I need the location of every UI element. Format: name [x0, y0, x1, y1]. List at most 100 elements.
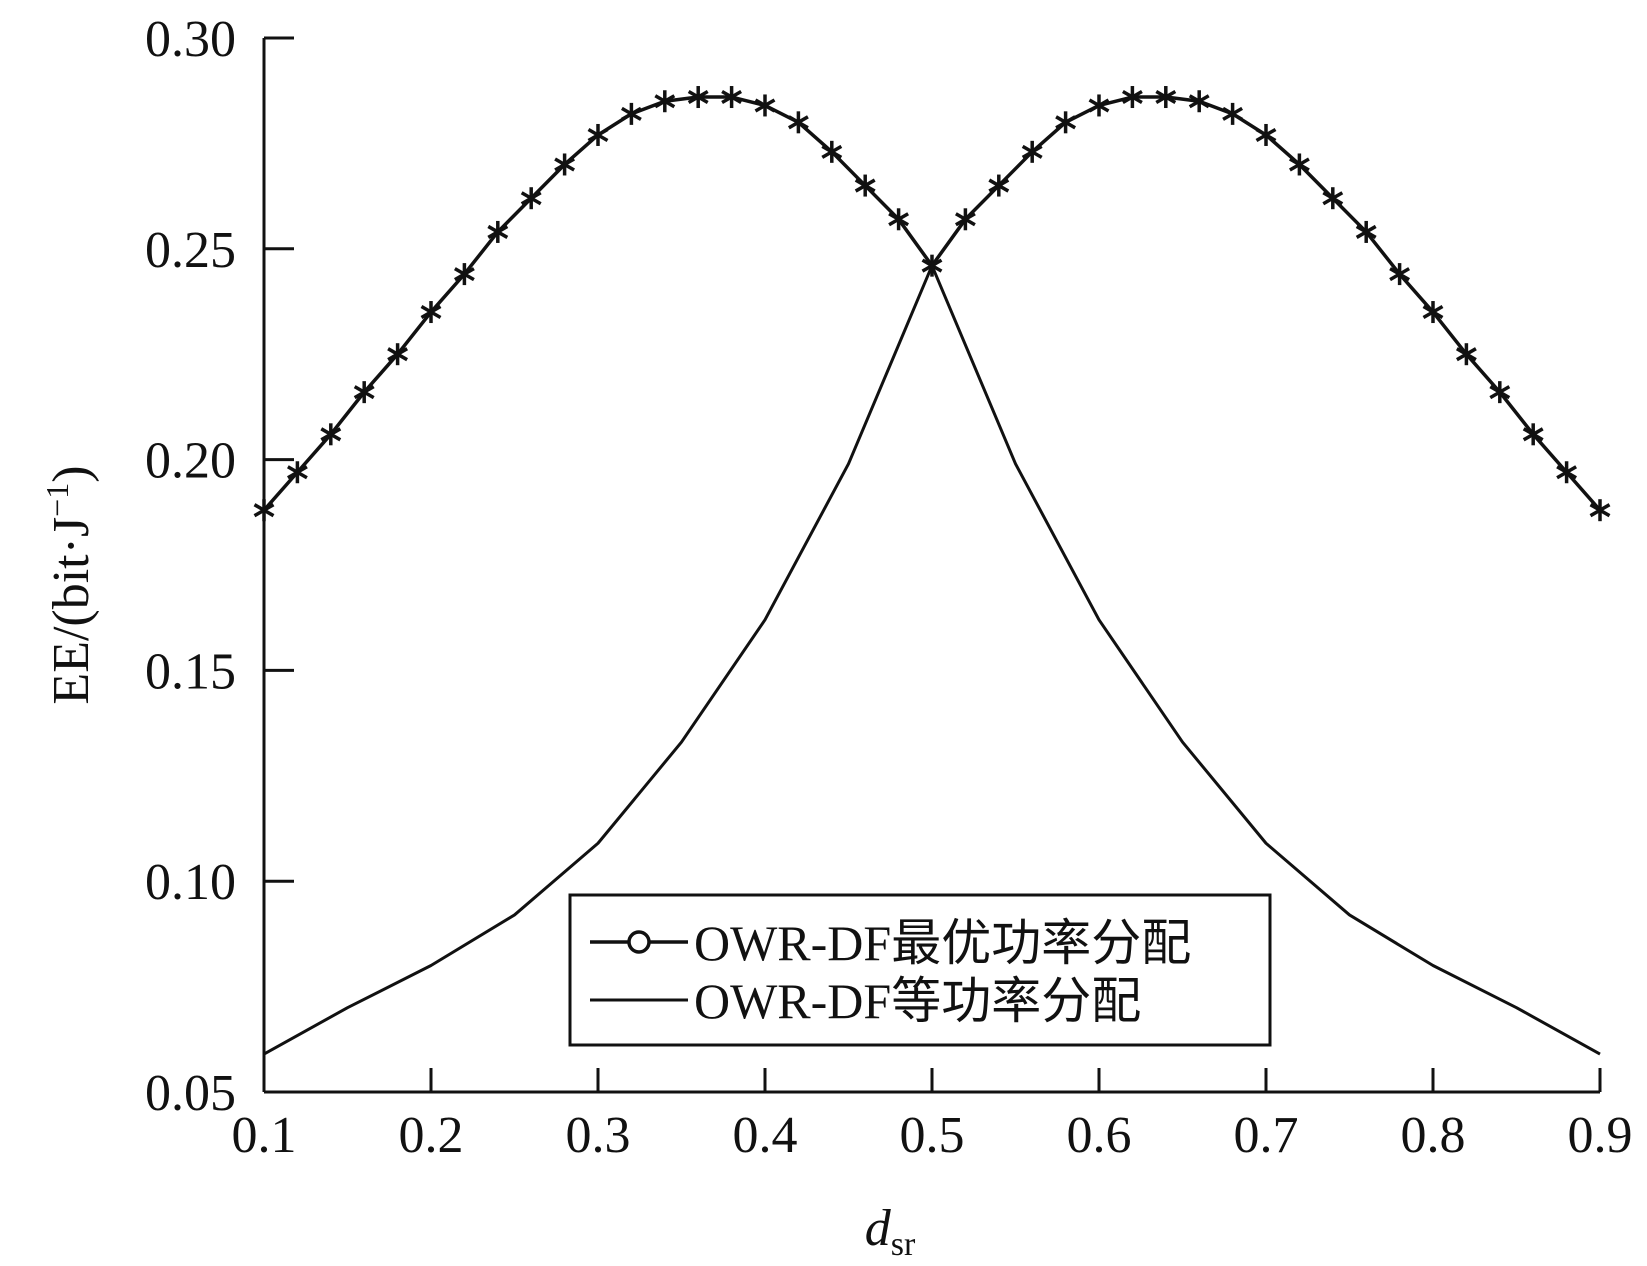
asterisk-stroke — [253, 503, 275, 518]
data-point — [988, 174, 1010, 197]
asterisk-stroke — [453, 267, 475, 282]
x-axis-label: dsr — [865, 1200, 916, 1261]
data-point — [1121, 86, 1143, 109]
data-point — [620, 102, 642, 125]
data-point — [1188, 90, 1210, 113]
legend-label-optimal: OWR-DF最优功率分配 — [694, 915, 1191, 971]
asterisk-stroke — [654, 94, 676, 109]
legend-label-equal: OWR-DF等功率分配 — [694, 973, 1141, 1029]
data-point — [821, 140, 843, 163]
asterisk-stroke — [1422, 305, 1444, 320]
asterisk-stroke — [1121, 90, 1143, 105]
data-point — [253, 499, 275, 522]
data-point — [387, 343, 409, 366]
data-point — [787, 111, 809, 134]
asterisk-stroke — [1489, 385, 1511, 400]
x-tick-label: 0.3 — [566, 1107, 631, 1164]
data-point — [654, 90, 676, 113]
data-point — [1222, 102, 1244, 125]
data-point — [1288, 153, 1310, 176]
y-axis-label-superscript: −1 — [39, 483, 75, 517]
y-axis-label-main: EE/(bit·J — [43, 517, 100, 705]
asterisk-stroke — [1288, 157, 1310, 172]
data-point — [1322, 187, 1344, 210]
asterisk-stroke — [1355, 224, 1377, 239]
data-point — [687, 86, 709, 109]
data-point — [754, 94, 776, 117]
data-point — [1021, 140, 1043, 163]
data-point — [1422, 301, 1444, 324]
y-axis-label-close: ) — [43, 465, 100, 482]
asterisk-stroke — [1088, 98, 1110, 113]
asterisk-stroke — [821, 144, 843, 159]
data-point — [721, 86, 743, 109]
data-point — [520, 187, 542, 210]
asterisk-stroke — [1556, 465, 1578, 480]
asterisk-stroke — [888, 212, 910, 227]
data-point — [320, 423, 342, 446]
data-point — [854, 174, 876, 197]
x-tick-label: 0.2 — [399, 1107, 464, 1164]
legend-box — [568, 893, 1272, 1047]
series-layer — [253, 86, 1611, 1056]
data-point — [1556, 461, 1578, 484]
data-point — [1455, 343, 1477, 366]
asterisk-stroke — [1389, 267, 1411, 282]
data-point — [1522, 423, 1544, 446]
asterisk-stroke — [687, 90, 709, 105]
asterisk-stroke — [1055, 115, 1077, 130]
asterisk-stroke — [1222, 106, 1244, 121]
asterisk-stroke — [1455, 347, 1477, 362]
data-point — [587, 123, 609, 146]
data-point — [286, 461, 308, 484]
asterisk-stroke — [353, 385, 375, 400]
y-tick-label: 0.30 — [145, 11, 236, 68]
x-tick-label: 0.8 — [1401, 1107, 1466, 1164]
data-point — [1155, 86, 1177, 109]
series-line-1 — [262, 95, 1602, 512]
asterisk-stroke — [1021, 144, 1043, 159]
data-point — [554, 153, 576, 176]
asterisk-stroke — [1155, 90, 1177, 105]
x-tick-label: 0.9 — [1568, 1107, 1633, 1164]
asterisk-stroke — [620, 106, 642, 121]
asterisk-stroke — [721, 90, 743, 105]
asterisk-stroke — [286, 465, 308, 480]
series-line-2 — [263, 264, 1601, 1056]
asterisk-stroke — [1589, 503, 1611, 518]
data-point — [1055, 111, 1077, 134]
x-tick-label: 0.1 — [232, 1107, 297, 1164]
x-tick-label: 0.5 — [900, 1107, 965, 1164]
y-tick-label: 0.05 — [145, 1065, 236, 1122]
x-axis-label-main: d — [865, 1200, 892, 1257]
asterisk-stroke — [554, 157, 576, 172]
data-point — [1489, 381, 1511, 404]
data-point — [888, 208, 910, 231]
asterisk-stroke — [1188, 94, 1210, 109]
y-tick-label: 0.25 — [145, 222, 236, 279]
y-tick-label: 0.20 — [145, 433, 236, 490]
asterisk-stroke — [754, 98, 776, 113]
data-point — [1255, 123, 1277, 146]
legend: OWR-DF最优功率分配 OWR-DF等功率分配 — [568, 893, 1272, 1047]
x-axis-ticks: 0.1 0.2 0.3 0.4 0.5 0.6 0.7 0.8 0.9 — [232, 1068, 1633, 1164]
asterisk-stroke — [854, 178, 876, 193]
asterisk-stroke — [1255, 127, 1277, 142]
asterisk-stroke — [787, 115, 809, 130]
x-axis-label-subscript: sr — [891, 1226, 916, 1261]
data-point — [1355, 220, 1377, 243]
y-tick-label: 0.10 — [145, 854, 236, 911]
asterisk-stroke — [487, 224, 509, 239]
data-point — [487, 220, 509, 243]
asterisk-stroke — [320, 427, 342, 442]
y-tick-label: 0.15 — [145, 643, 236, 700]
data-point — [1088, 94, 1110, 117]
x-tick-label: 0.6 — [1067, 1107, 1132, 1164]
asterisk-stroke — [1522, 427, 1544, 442]
data-point — [353, 381, 375, 404]
asterisk-stroke — [420, 305, 442, 320]
legend-marker-circle — [627, 930, 651, 954]
data-point — [1589, 499, 1611, 522]
